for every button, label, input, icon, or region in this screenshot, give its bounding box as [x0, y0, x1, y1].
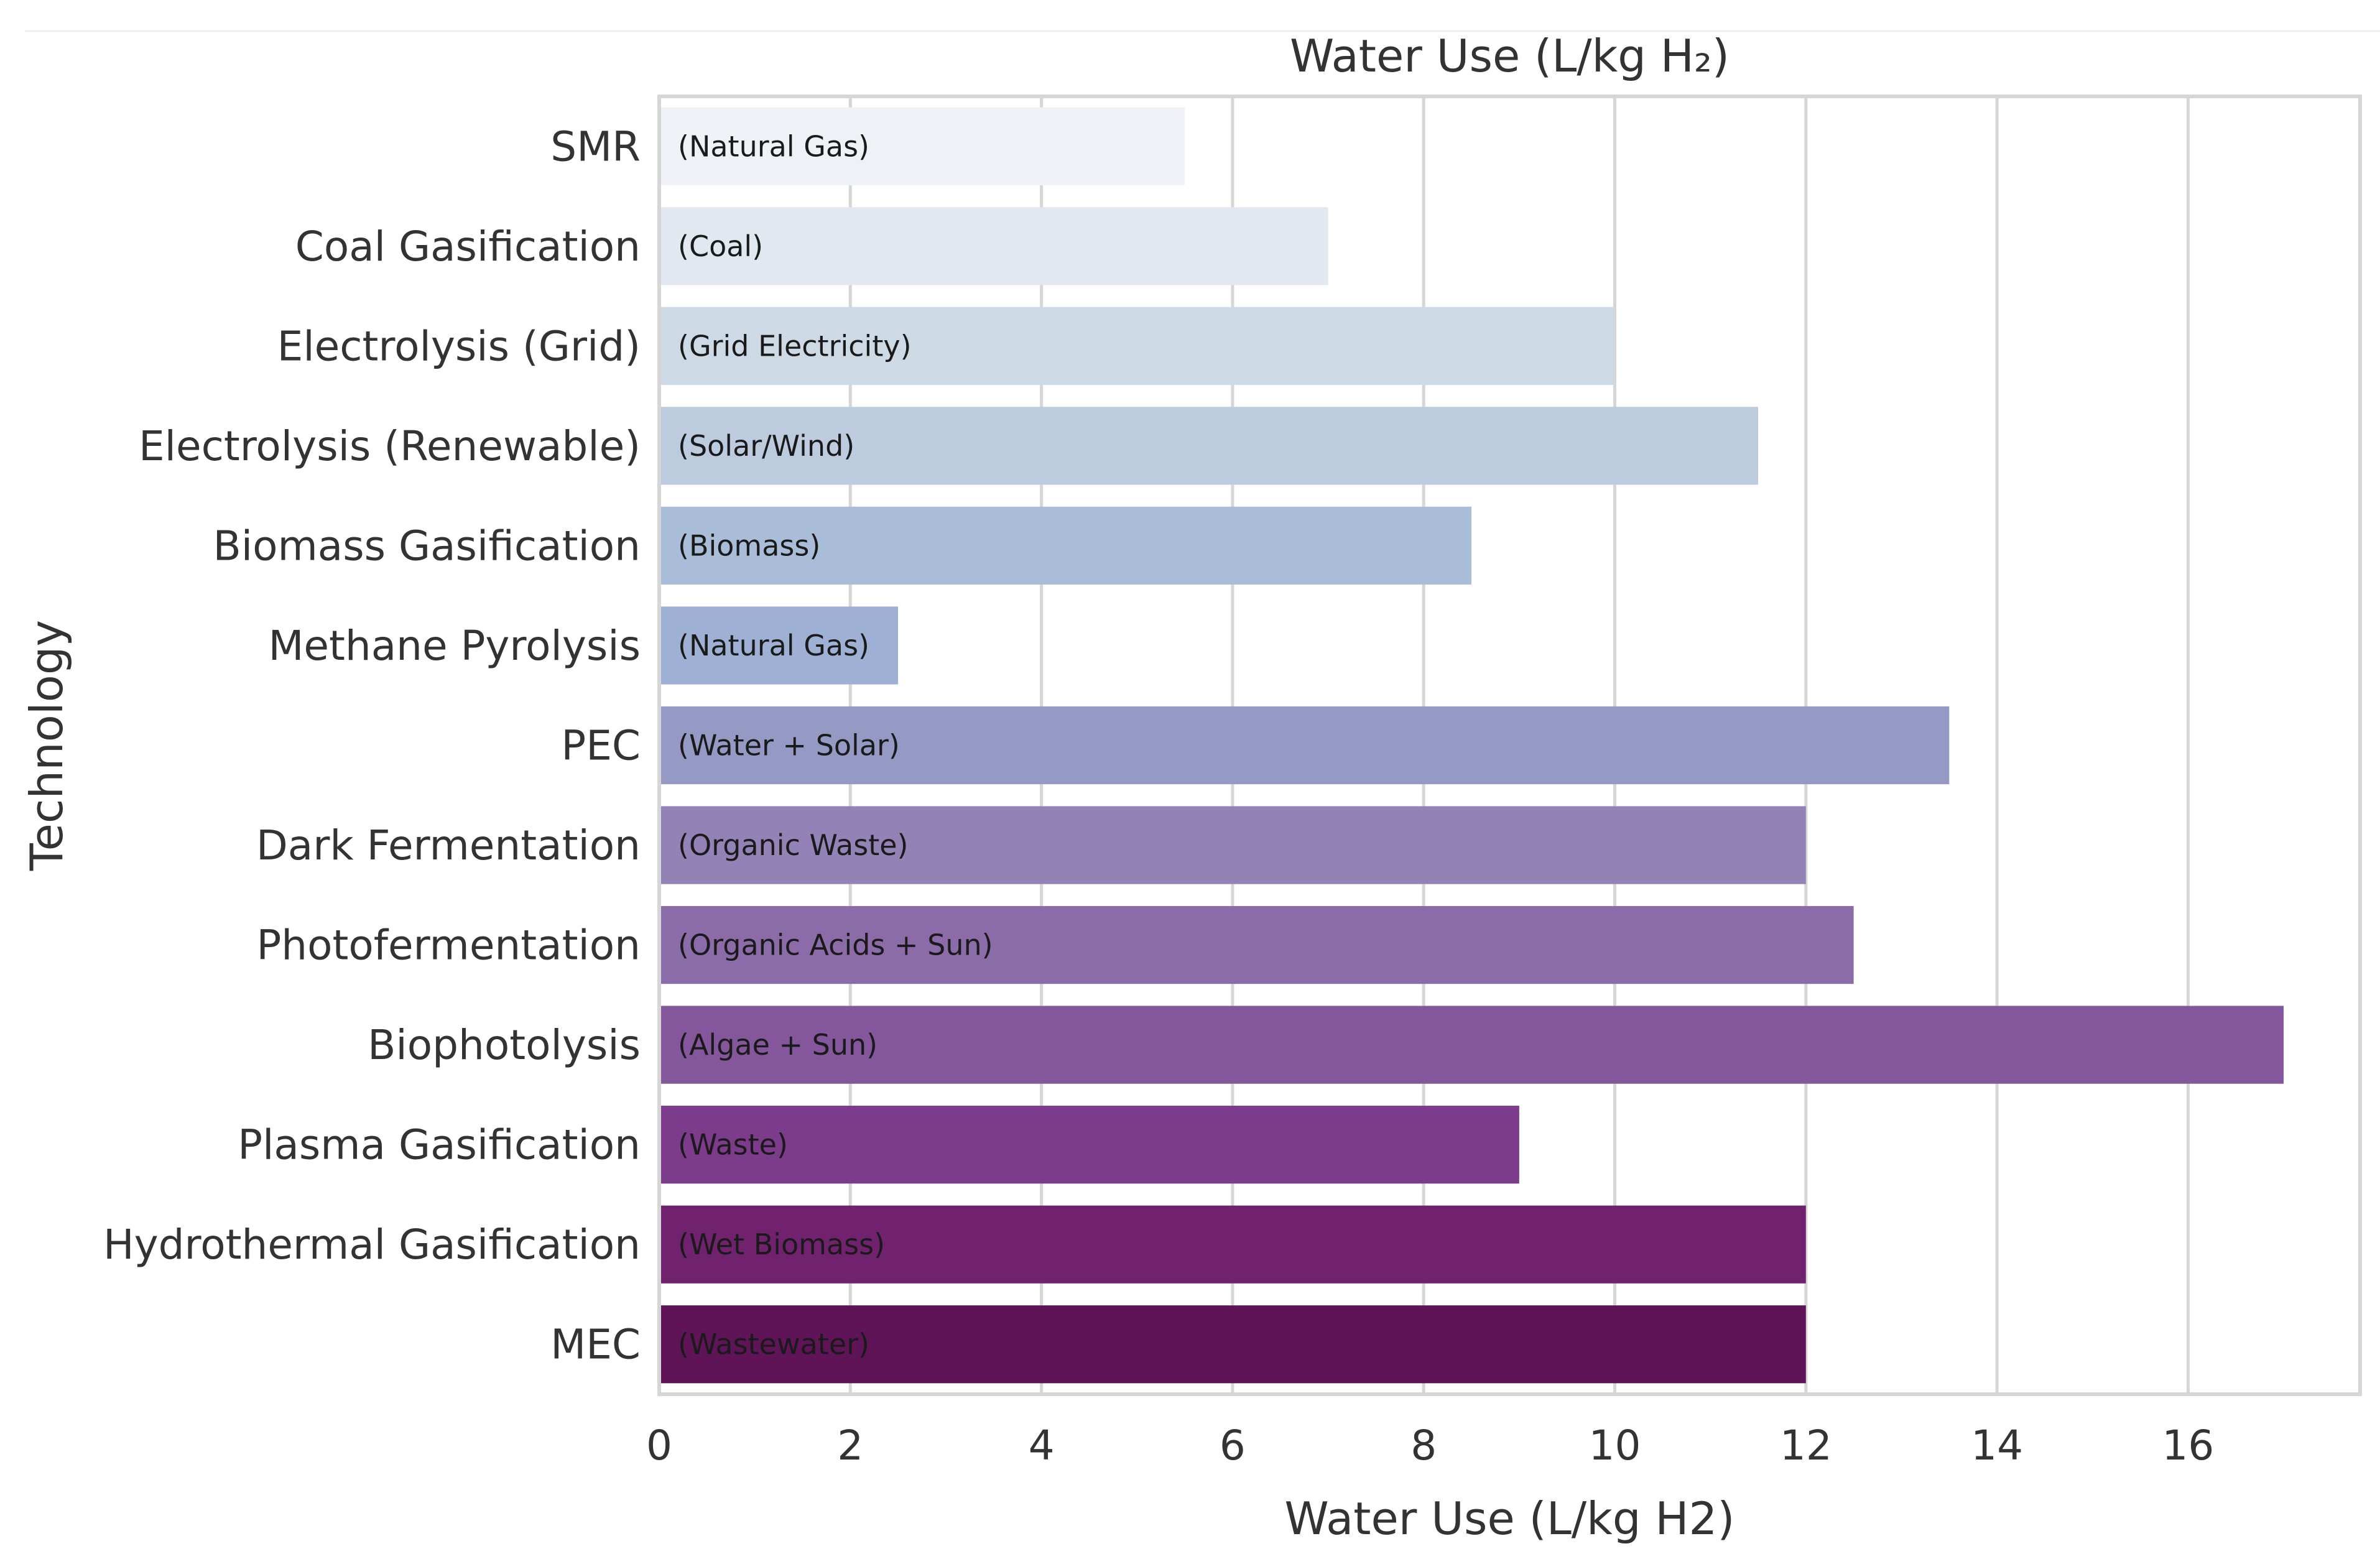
bar-layer [659, 107, 2284, 1384]
y-category-label: Biomass Gasification [213, 522, 641, 570]
chart-title: Water Use (L/kg H₂) [1290, 30, 1729, 82]
bar-data-label: (Water + Solar) [678, 729, 900, 762]
y-category-label: MEC [550, 1321, 641, 1369]
bar-photofermentation [659, 905, 1854, 984]
x-tick-label: 14 [1971, 1422, 2023, 1469]
y-category-label: Hydrothermal Gasification [103, 1221, 641, 1269]
y-category-label: Electrolysis (Renewable) [139, 422, 641, 470]
bar-data-label: (Organic Waste) [678, 828, 908, 862]
label-layer: 0 2 4 6 8 10 12 14 16 (Natural Gas) SMR (Coal) Coal … [103, 123, 2214, 1469]
x-tick-label: 2 [837, 1422, 863, 1469]
bar-methane-pyrolysis [659, 606, 899, 685]
y-category-label: Photofermentation [256, 922, 641, 969]
bar-data-label: (Natural Gas) [678, 129, 869, 163]
x-tick-label: 6 [1220, 1422, 1246, 1469]
bar-data-label: (Natural Gas) [678, 629, 869, 662]
x-tick-label: 4 [1029, 1422, 1055, 1469]
bar-smr [659, 107, 1185, 185]
y-category-label: Plasma Gasification [238, 1121, 641, 1169]
bar-dark-fermentation [659, 806, 1806, 884]
bar-electrolysis-renewable [659, 407, 1758, 485]
bar-data-label: (Grid Electricity) [678, 329, 912, 363]
x-tick-label: 8 [1410, 1422, 1437, 1469]
plot-frame [657, 95, 2362, 1396]
bar-pec [659, 706, 1950, 785]
y-category-label: SMR [550, 123, 641, 170]
bar-electrolysis-grid [659, 307, 1615, 385]
y-category-label: Methane Pyrolysis [268, 622, 641, 670]
x-tick-label: 12 [1780, 1422, 1832, 1469]
bar-coal-gasification [659, 207, 1328, 285]
x-tick-label: 10 [1589, 1422, 1641, 1469]
bar-mec [659, 1305, 1806, 1384]
bar-data-label: (Coal) [678, 229, 763, 263]
y-category-label: Electrolysis (Grid) [277, 322, 641, 370]
y-category-label: PEC [561, 722, 641, 770]
bar-data-label: (Solar/Wind) [678, 429, 854, 463]
bar-plasma-gasification [659, 1106, 1519, 1184]
bar-biophotolysis [659, 1006, 2284, 1084]
bar-data-label: (Wastewater) [678, 1328, 869, 1361]
bar-hydrothermal-gasification [659, 1205, 1806, 1284]
x-axis-title: Water Use (L/kg H2) [1285, 1492, 1735, 1545]
y-axis-title: Technology [21, 620, 73, 871]
bar-biomass-gasification [659, 506, 1472, 585]
bar-data-label: (Wet Biomass) [678, 1228, 885, 1261]
y-category-label: Coal Gasification [295, 223, 641, 271]
y-category-label: Biophotolysis [368, 1021, 641, 1069]
bar-data-label: (Organic Acids + Sun) [678, 928, 993, 962]
bar-data-label: (Waste) [678, 1128, 788, 1162]
y-category-label: Dark Fermentation [256, 821, 641, 869]
x-tick-label: 16 [2162, 1422, 2214, 1469]
x-tick-label: 0 [646, 1422, 672, 1469]
bar-data-label: (Biomass) [678, 529, 820, 562]
bar-data-label: (Algae + Sun) [678, 1028, 877, 1062]
